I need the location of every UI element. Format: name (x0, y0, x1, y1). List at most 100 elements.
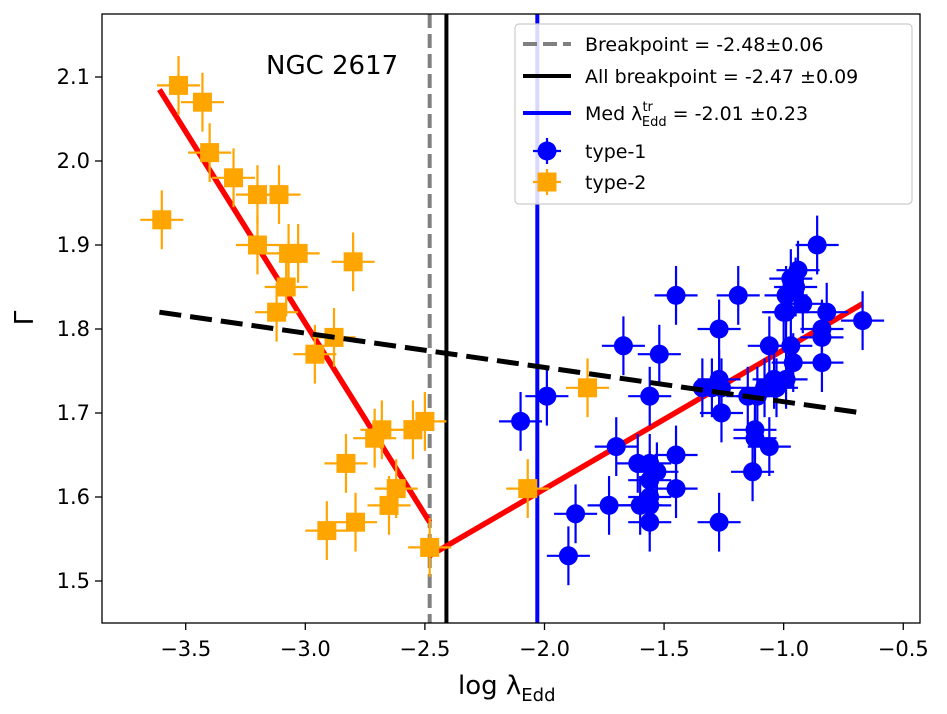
point-type-1 (716, 266, 760, 325)
point-type-1 (747, 417, 791, 476)
marker-square (578, 378, 598, 398)
marker-circle (783, 353, 803, 373)
marker-circle (759, 336, 779, 356)
point-type-2 (140, 190, 184, 250)
legend-label: type-1 (585, 141, 646, 163)
point-type-1 (800, 333, 844, 392)
point-type-2 (157, 56, 201, 115)
marker-square (317, 521, 337, 541)
legend-entry: Med λtr Edd = -2.01 ±0.23 (523, 100, 808, 130)
point-type-1 (795, 215, 839, 275)
x-tick-label: −1.0 (758, 637, 809, 661)
marker-circle (558, 546, 578, 566)
marker-circle (709, 319, 729, 339)
marker-square (247, 235, 267, 255)
point-type-1 (587, 476, 631, 535)
marker-circle (666, 445, 686, 465)
series-type-1 (499, 215, 885, 586)
x-tick-label: −1.5 (639, 637, 690, 661)
marker-circle (853, 311, 873, 331)
marker-square (346, 512, 366, 532)
marker-circle (774, 302, 794, 322)
legend-label-sup: tr (642, 100, 653, 115)
marker-circle (628, 453, 648, 473)
point-type-1 (628, 366, 672, 426)
marker-circle (812, 353, 832, 373)
y-tick-label: 2.1 (57, 65, 90, 89)
y-axis-label: Γ (10, 310, 40, 325)
point-type-1 (594, 417, 638, 476)
y-axis: 1.5 1.6 1.7 1.8 1.9 2.0 2.1 (57, 65, 102, 593)
marker-square (336, 453, 356, 473)
marker-square (305, 344, 325, 364)
x-tick-label: −3.0 (280, 637, 331, 661)
y-tick-label: 1.9 (57, 233, 90, 257)
marker-circle (566, 504, 586, 524)
legend-swatch-circle (537, 141, 557, 161)
marker-circle (537, 386, 557, 406)
marker-circle (711, 403, 731, 423)
x-tick-label: −2.0 (519, 637, 570, 661)
point-type-2 (212, 148, 256, 208)
series-type-2 (140, 56, 610, 577)
point-type-2 (180, 72, 224, 132)
marker-square (288, 243, 308, 263)
legend-label-suffix: = -2.01 ±0.23 (667, 103, 808, 125)
marker-square (169, 75, 189, 95)
point-type-2 (506, 459, 550, 518)
point-type-1 (554, 484, 598, 544)
marker-circle (709, 512, 729, 532)
marker-circle (613, 336, 633, 356)
point-type-2 (367, 476, 411, 535)
legend: Breakpoint = -2.48±0.06 All breakpoint = … (514, 23, 913, 205)
marker-square (365, 428, 385, 448)
legend-swatch-square (537, 172, 557, 192)
point-type-1 (762, 282, 806, 342)
marker-square (415, 411, 435, 431)
point-type-1 (697, 492, 741, 552)
legend-label-sub: Edd (642, 115, 667, 130)
fit-line-fit-all (159, 309, 863, 416)
marker-circle (649, 344, 669, 364)
point-type-1 (733, 408, 777, 468)
y-tick-label: 1.6 (57, 485, 90, 509)
plot-frame (101, 13, 921, 624)
point-type-2 (324, 434, 368, 493)
marker-circle (666, 285, 686, 305)
legend-entry: type-2 (533, 169, 646, 195)
point-type-1 (637, 324, 681, 384)
point-type-2 (331, 232, 375, 292)
point-type-1 (731, 442, 775, 502)
marker-square (386, 479, 406, 499)
marker-circle (599, 495, 619, 515)
marker-square (152, 210, 172, 230)
y-tick-label: 2.0 (57, 149, 90, 173)
marker-square (379, 495, 399, 515)
legend-label: Breakpoint = -2.48±0.06 (585, 34, 824, 56)
point-type-2 (276, 224, 320, 283)
point-type-1 (499, 392, 543, 451)
axes-frame (101, 13, 921, 624)
x-axis-label-sub: Edd (521, 685, 555, 706)
marker-circle (666, 479, 686, 499)
point-type-2 (257, 165, 301, 224)
marker-circle (759, 437, 779, 457)
point-type-2 (235, 215, 279, 275)
marker-circle (647, 462, 667, 482)
point-type-2 (566, 358, 610, 418)
marker-circle (788, 260, 808, 280)
marker-circle (817, 302, 837, 322)
legend-label: Med λtr Edd = -2.01 ±0.23 (585, 100, 808, 130)
x-tick-label: −0.5 (878, 637, 929, 661)
point-type-2 (188, 123, 232, 182)
point-type-1 (616, 434, 660, 493)
point-type-1 (699, 383, 744, 443)
marker-circle (511, 411, 531, 431)
point-type-1 (546, 526, 590, 586)
marker-circle (745, 428, 765, 448)
marker-square (276, 277, 296, 297)
marker-square (200, 143, 220, 163)
x-tick-label: −3.5 (160, 637, 211, 661)
marker-circle (793, 294, 813, 314)
